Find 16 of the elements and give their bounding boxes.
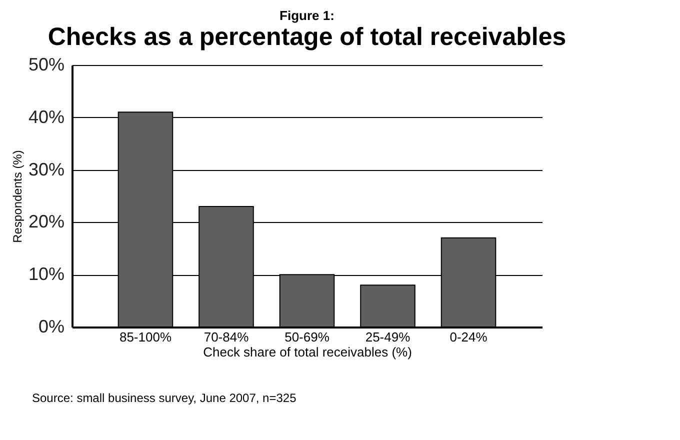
x-tick-label: 70-84% [204,330,250,344]
x-tick-label: 25-49% [365,330,411,344]
chart-title: Checks as a percentage of total receivables [48,23,566,51]
y-tick-label: 20% [28,212,64,232]
y-tick-label: 10% [28,264,64,284]
y-axis-title: Respondents (%) [10,150,24,243]
x-tick-label: 85-100% [119,330,172,344]
y-tick-label: 0% [38,316,64,336]
chart-subtitle: Figure 1: [280,8,334,23]
x-tick-label: 50-69% [284,330,330,344]
y-tick-label: 50% [28,54,64,74]
y-tick-label: 40% [28,106,64,127]
source-note: Source: small business survey, June 2007, n=325 [32,391,297,405]
y-tick-label: 30% [28,159,64,180]
x-axis-title: Check share of total receivables (%) [203,344,412,360]
x-tick-label: 0-24% [450,330,488,344]
